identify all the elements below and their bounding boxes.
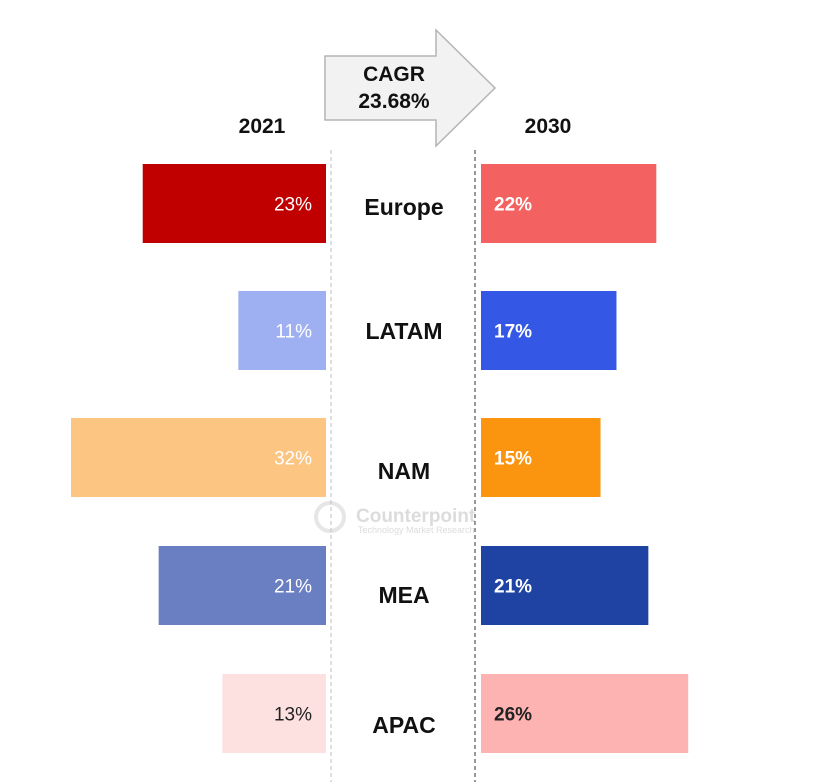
region-label-mea: MEA [378, 582, 429, 608]
value-label-2030-apac: 26% [494, 705, 532, 726]
region-label-nam: NAM [378, 458, 430, 484]
cagr-arrow: CAGR 23.68% [324, 28, 497, 148]
value-label-2021-nam: 32% [274, 449, 312, 470]
bar-2021-nam [71, 418, 326, 497]
region-label-europe: Europe [364, 194, 443, 220]
bar-2030-latam [481, 291, 617, 370]
cagr-arrow-shape [324, 28, 497, 148]
region-label-apac: APAC [372, 712, 435, 738]
value-label-2030-europe: 22% [494, 195, 532, 216]
region-labels-group: Europe LATAM NAM MEA APAC [364, 194, 443, 738]
value-label-2021-apac: 13% [274, 705, 312, 726]
region-label-latam: LATAM [365, 318, 442, 344]
bar-2021-mea [158, 546, 326, 625]
cagr-label: CAGR [363, 63, 425, 86]
bar-2021-apac [222, 674, 326, 753]
watermark-name: Counterpoint [356, 506, 476, 527]
value-label-2030-mea: 21% [494, 577, 532, 598]
watermark-tagline: Technology Market Research [358, 525, 475, 535]
bar-2021-europe [142, 164, 326, 243]
watermark: Counterpoint Technology Market Research [314, 501, 476, 535]
year-2021-label: 2021 [239, 115, 286, 138]
year-2030-label: 2030 [525, 115, 572, 138]
watermark-logo-icon [314, 501, 346, 533]
bar-2021-latam [238, 291, 326, 370]
bar-2030-europe [481, 164, 657, 243]
value-label-2021-latam: 11% [275, 322, 312, 343]
bars-group: 23% 22% 11% 17% 32% 15% 21% 21% 13% 26% [71, 164, 689, 753]
bar-2030-apac [481, 674, 689, 753]
value-label-2021-europe: 23% [274, 195, 312, 216]
cagr-value: 23.68% [358, 90, 430, 113]
value-label-2030-latam: 17% [494, 322, 532, 343]
bar-2030-mea [481, 546, 649, 625]
value-label-2021-mea: 21% [274, 577, 312, 598]
value-label-2030-nam: 15% [494, 449, 532, 470]
bar-2030-nam [481, 418, 601, 497]
